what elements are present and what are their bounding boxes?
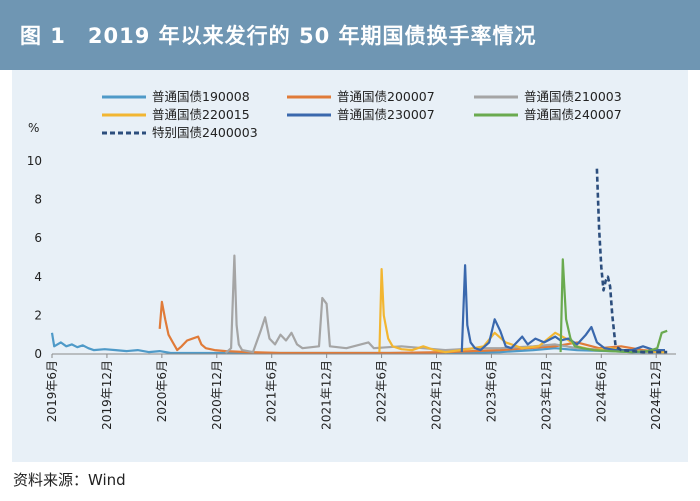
chart-panel: 普通国债190008 普通国债200007 普通国债210003 普通国债220015… bbox=[12, 70, 688, 462]
x-tick-label: 2019年6月 bbox=[45, 360, 59, 422]
y-tick-label: 8 bbox=[34, 193, 42, 207]
title-bar: 图 1 2019 年以来发行的 50 年期国债换手率情况 bbox=[0, 0, 700, 70]
x-tick-label: 2022年6月 bbox=[375, 360, 389, 422]
series-line-1 bbox=[50, 332, 665, 355]
x-tick-label: 2020年6月 bbox=[155, 360, 169, 422]
source-note: 资料来源：Wind bbox=[13, 471, 126, 489]
series-line-5 bbox=[460, 264, 665, 353]
legend-label: 普通国债230007 bbox=[337, 107, 435, 122]
x-axis-ticks: 2019年6月 2019年12月 2020年6月 2020年12月 2021年6月 202… bbox=[45, 354, 663, 430]
y-tick-label: 4 bbox=[34, 270, 42, 284]
x-tick-label: 2021年6月 bbox=[265, 360, 279, 422]
x-tick-label: 2023年6月 bbox=[484, 360, 498, 422]
y-axis-label: % bbox=[28, 121, 39, 135]
legend-label: 普通国债210003 bbox=[524, 89, 622, 104]
series-line-3 bbox=[224, 254, 666, 354]
chart-svg: 普通国债190008 普通国债200007 普通国债210003 普通国债220015… bbox=[27, 89, 676, 430]
legend-label: 普通国债200007 bbox=[337, 89, 435, 104]
y-tick-label: 10 bbox=[27, 154, 42, 168]
figure-title: 图 1 2019 年以来发行的 50 年期国债换手率情况 bbox=[20, 24, 537, 48]
series-line-7 bbox=[595, 168, 668, 354]
x-tick-label: 2019年12月 bbox=[100, 360, 114, 430]
y-tick-label: 2 bbox=[34, 308, 42, 322]
series-line-4 bbox=[378, 268, 666, 354]
series-layer bbox=[50, 168, 668, 355]
x-tick-label: 2021年12月 bbox=[320, 360, 334, 430]
x-tick-label: 2022年12月 bbox=[430, 360, 444, 430]
x-tick-label: 2020年12月 bbox=[210, 360, 224, 430]
y-tick-label: 6 bbox=[34, 231, 42, 245]
y-axis-ticks: 0 2 4 6 8 10 bbox=[27, 154, 42, 361]
series-line-6 bbox=[559, 258, 668, 354]
legend-label: 普通国债220015 bbox=[152, 107, 250, 122]
chart-legend: 普通国债190008 普通国债200007 普通国债210003 普通国债220015… bbox=[102, 89, 622, 140]
x-tick-label: 2024年6月 bbox=[594, 360, 608, 422]
y-tick-label: 0 bbox=[34, 347, 42, 361]
legend-label: 普通国债190008 bbox=[152, 89, 250, 104]
legend-label: 特别国债2400003 bbox=[152, 125, 258, 140]
x-tick-label: 2024年12月 bbox=[649, 360, 663, 430]
x-tick-label: 2023年12月 bbox=[539, 360, 553, 430]
legend-label: 普通国债240007 bbox=[524, 107, 622, 122]
